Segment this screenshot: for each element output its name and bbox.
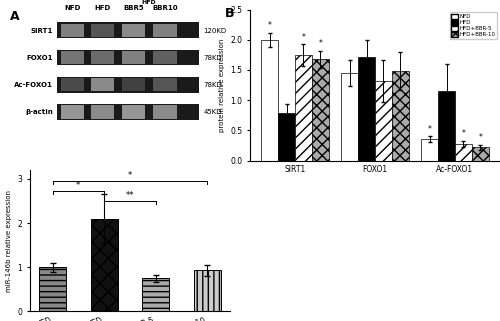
Text: *: *	[128, 171, 132, 180]
Bar	[153, 51, 176, 64]
Bar	[122, 78, 146, 91]
Text: NFD: NFD	[64, 5, 80, 11]
Text: *: *	[318, 39, 322, 48]
Bar	[295, 55, 312, 160]
Bar	[375, 81, 392, 160]
Bar	[472, 147, 488, 160]
Bar	[153, 105, 176, 118]
Text: HFD: HFD	[94, 5, 110, 11]
Y-axis label: miR-146b relative expression: miR-146b relative expression	[6, 190, 12, 292]
Bar	[60, 105, 84, 118]
Text: *: *	[478, 134, 482, 143]
Bar	[60, 23, 84, 37]
Text: BBR10: BBR10	[152, 5, 178, 11]
Bar	[422, 139, 438, 160]
Bar	[122, 51, 146, 64]
Bar	[60, 51, 84, 64]
Bar	[60, 78, 84, 91]
Bar	[142, 278, 170, 311]
Bar	[194, 270, 221, 311]
Bar	[90, 51, 114, 64]
Bar	[39, 267, 66, 311]
Bar	[153, 23, 176, 37]
Bar	[278, 113, 295, 160]
Text: *: *	[76, 181, 80, 190]
Text: FOXO1: FOXO1	[26, 55, 53, 61]
Bar	[90, 78, 114, 91]
Bar	[122, 105, 146, 118]
Text: 78KD: 78KD	[204, 82, 222, 88]
Bar	[122, 23, 146, 37]
Text: *: *	[462, 129, 466, 138]
Bar	[438, 91, 455, 160]
Bar	[455, 143, 472, 160]
Legend: NFD, HFD, HFD+BBR-5, HFD+BBR-10: NFD, HFD, HFD+BBR-5, HFD+BBR-10	[450, 13, 497, 39]
Bar	[262, 40, 278, 160]
Bar	[342, 73, 358, 160]
Bar	[153, 78, 176, 91]
Bar	[392, 71, 408, 160]
Bar	[58, 50, 199, 65]
Bar	[358, 57, 375, 160]
Y-axis label: protein relative expression: protein relative expression	[218, 39, 224, 132]
Bar	[90, 23, 114, 37]
Text: *: *	[428, 125, 432, 134]
Text: 45KD: 45KD	[204, 109, 222, 115]
Text: 78KD: 78KD	[204, 55, 222, 61]
Bar	[90, 105, 114, 118]
Text: SIRT1: SIRT1	[30, 28, 53, 34]
Bar	[58, 77, 199, 92]
Text: Ac-FOXO1: Ac-FOXO1	[14, 82, 53, 88]
Text: β-actin: β-actin	[25, 109, 53, 115]
Text: *: *	[268, 21, 272, 30]
Text: 120KD: 120KD	[204, 28, 227, 34]
Text: A: A	[10, 10, 20, 22]
Text: B: B	[225, 7, 234, 20]
Text: **: **	[126, 191, 134, 200]
Text: HFD: HFD	[142, 0, 156, 5]
Bar	[58, 104, 199, 120]
Bar	[312, 59, 328, 160]
Bar	[58, 22, 199, 38]
Bar	[90, 219, 118, 311]
Text: BBR5: BBR5	[124, 5, 144, 11]
Text: *: *	[302, 33, 306, 42]
